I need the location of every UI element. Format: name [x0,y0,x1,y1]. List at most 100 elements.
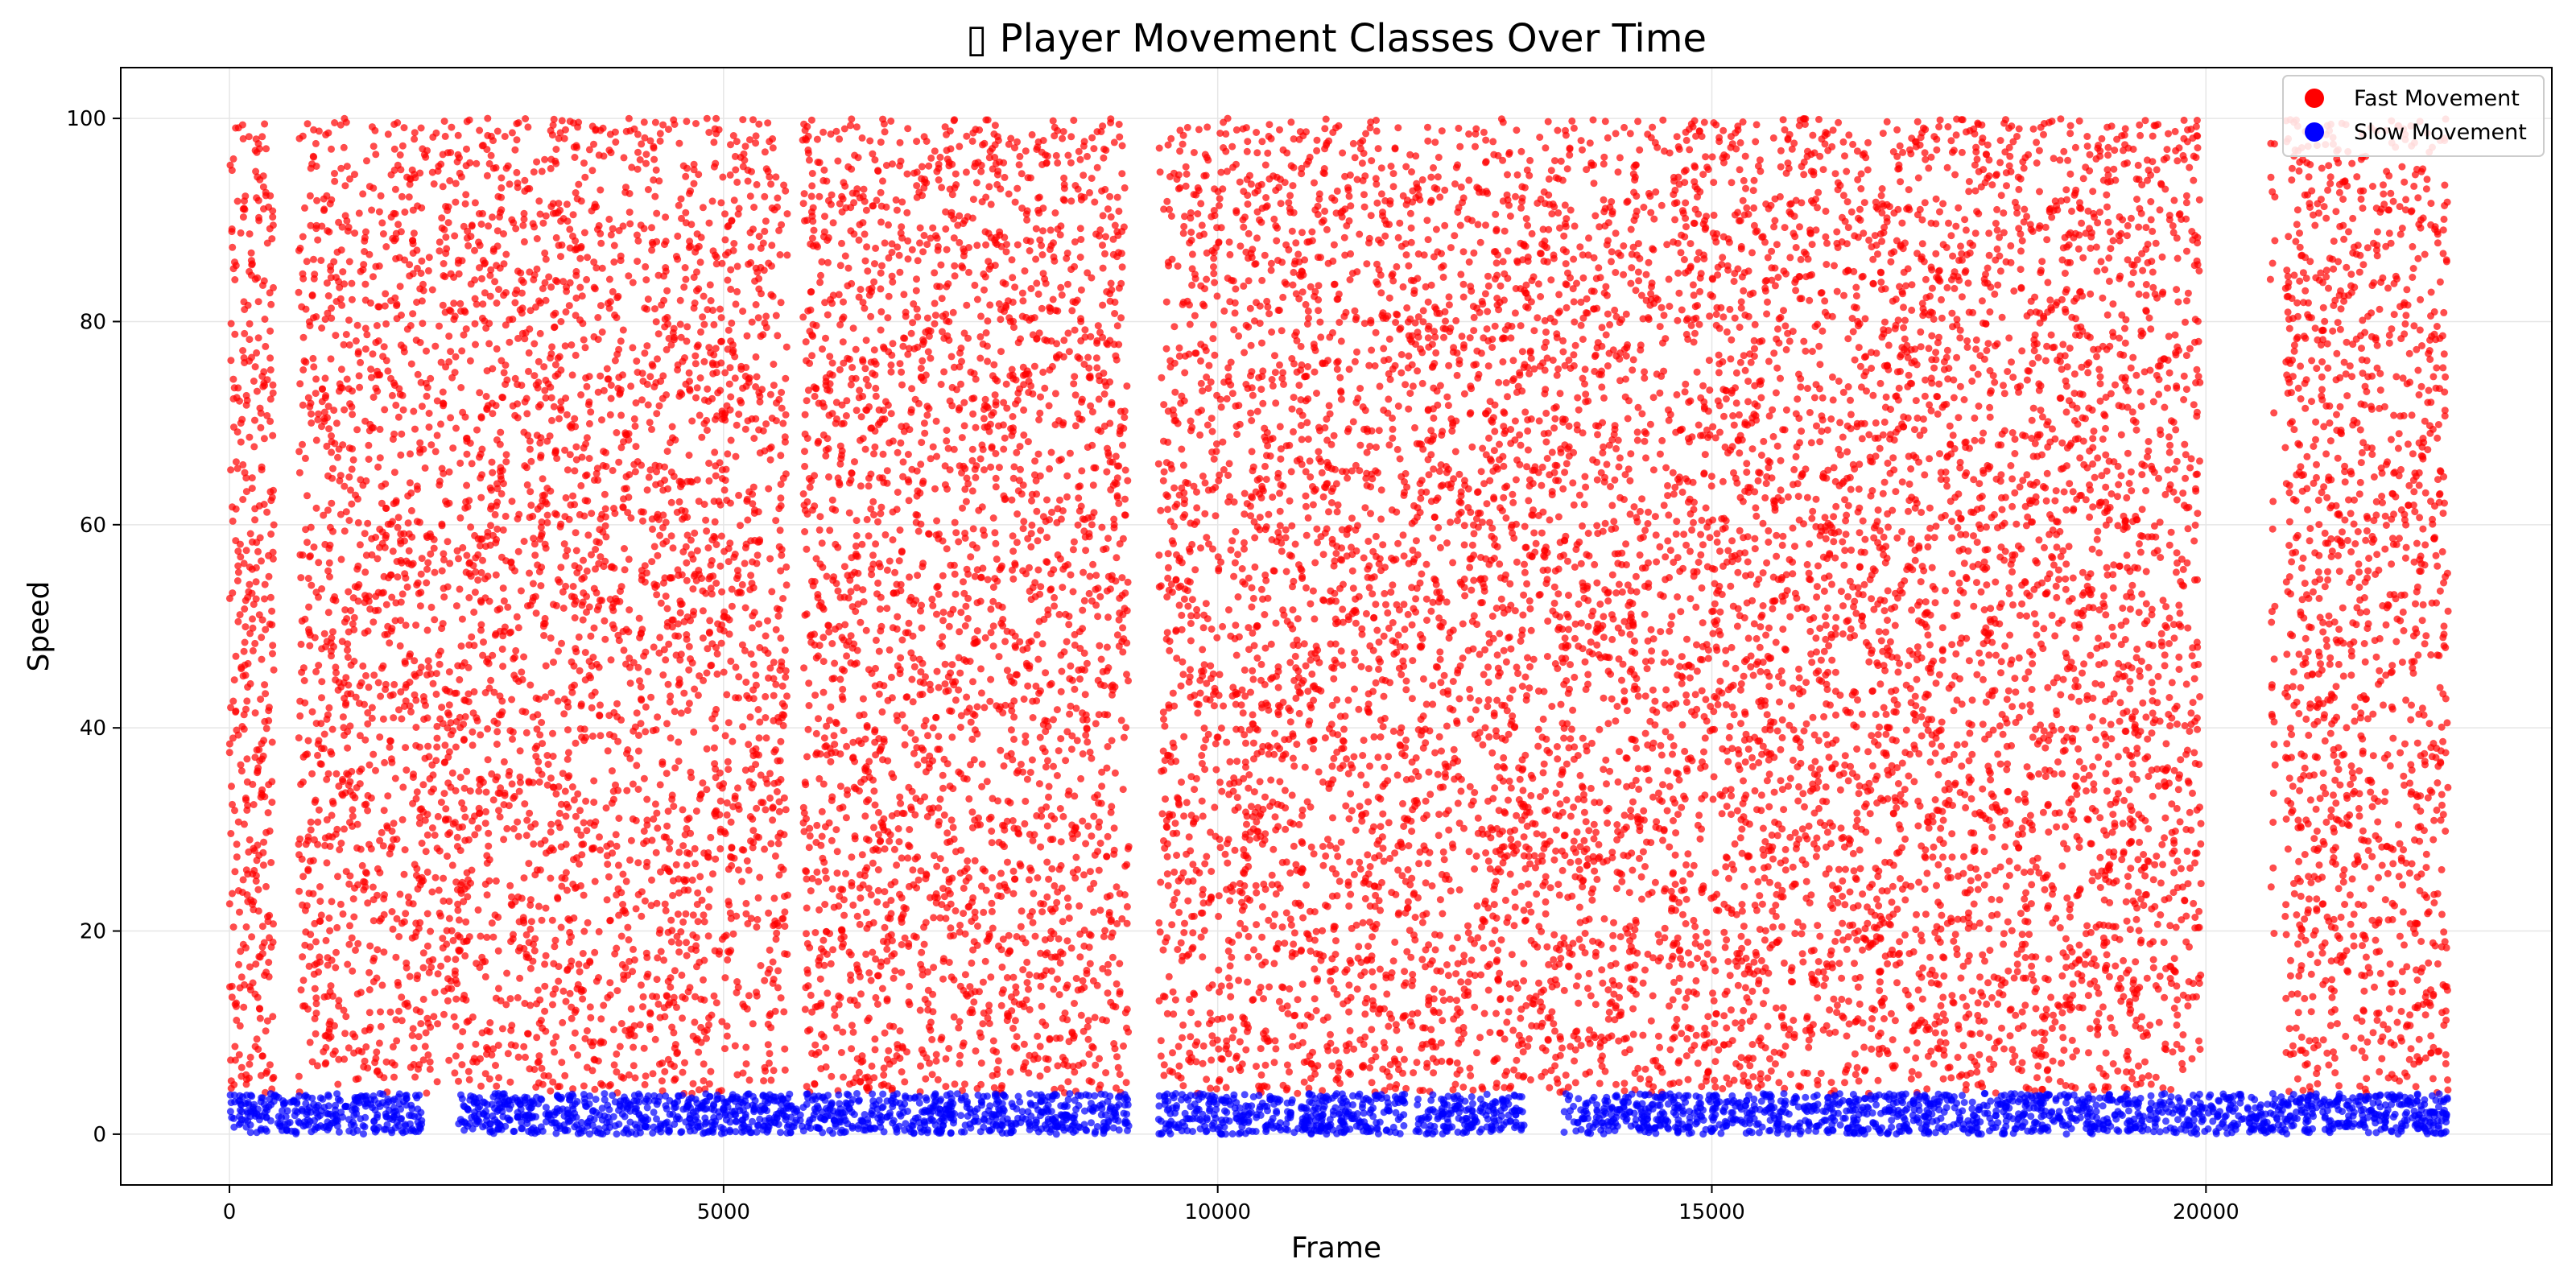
point-fast [419,320,427,328]
point-fast [448,374,456,382]
point-fast [1289,281,1297,289]
point-fast [2285,489,2293,497]
point-fast [779,721,787,729]
point-fast [2164,466,2172,474]
point-fast [1750,176,1758,184]
point-fast [634,258,642,266]
point-fast [1682,691,1690,699]
point-fast [1690,518,1697,526]
point-fast [1467,283,1475,291]
point-fast [1864,166,1872,174]
point-fast [2087,290,2095,298]
point-fast [1670,741,1678,749]
point-fast [1056,805,1064,812]
point-fast [1773,241,1781,249]
point-fast [2281,912,2289,920]
point-fast [2009,374,2017,382]
point-fast [516,974,524,982]
point-fast [1071,326,1079,334]
point-fast [1765,539,1773,546]
point-fast [879,177,886,185]
point-fast [625,208,634,217]
point-fast [1543,943,1551,951]
point-fast [1194,1020,1202,1028]
point-fast [2295,167,2303,175]
point-fast [423,868,431,876]
point-fast [1104,613,1112,621]
point-fast [1570,501,1578,509]
point-fast [737,522,744,530]
point-fast [2068,401,2076,409]
point-fast [919,965,927,973]
point-fast [458,347,466,355]
point-fast [1727,1006,1735,1014]
point-fast [1288,405,1296,413]
point-fast [2080,660,2088,668]
point-fast [252,167,260,175]
point-fast [981,957,989,965]
point-fast [1711,565,1719,573]
point-fast [2425,720,2434,728]
point-fast [952,590,960,598]
point-fast [1097,655,1105,663]
point-fast [497,184,506,192]
point-fast [1004,858,1011,866]
point-fast [703,527,711,535]
point-fast [931,485,939,493]
point-fast [1091,1013,1099,1022]
point-fast [1367,212,1375,220]
point-fast [752,353,760,361]
point-fast [2040,727,2048,735]
point-fast [445,914,453,923]
point-fast [690,166,698,174]
point-fast [402,744,410,752]
point-fast [1500,493,1508,502]
point-fast [969,525,977,533]
point-fast [251,516,259,524]
point-fast [1877,192,1885,200]
point-fast [674,910,682,919]
point-fast [627,1005,635,1013]
point-fast [1556,1051,1564,1059]
point-fast [755,233,763,241]
point-fast [1751,382,1759,390]
point-fast [1223,167,1231,175]
point-fast [1294,615,1302,623]
point-fast [295,288,303,296]
point-fast [1423,217,1431,225]
point-fast [922,1075,930,1083]
point-fast [634,747,642,755]
point-fast [685,369,693,377]
point-fast [913,138,921,146]
point-fast [241,638,249,646]
point-fast [431,989,439,997]
point-fast [477,493,485,502]
point-fast [650,643,658,651]
point-fast [1739,196,1747,204]
point-fast [2286,972,2294,980]
point-fast [2041,886,2049,894]
point-fast [455,270,463,278]
point-fast [2401,178,2409,186]
point-fast [2147,1080,2155,1088]
point-fast [1012,983,1020,991]
point-fast [956,724,964,731]
point-fast [2095,1064,2103,1072]
point-fast [2323,642,2331,650]
point-fast [1224,364,1232,372]
point-fast [859,586,867,594]
point-fast [852,123,861,131]
point-fast [2144,176,2151,184]
point-fast [1259,367,1267,375]
point-fast [1077,317,1085,325]
point-fast [2288,990,2296,998]
point-fast [1922,598,1930,606]
point-fast [2416,514,2424,522]
point-fast [597,239,605,247]
point-fast [1065,914,1073,923]
point-fast [2389,734,2397,742]
point-fast [1575,601,1583,608]
point-fast [683,559,691,567]
point-fast [2183,247,2190,255]
point-fast [2444,1086,2452,1094]
